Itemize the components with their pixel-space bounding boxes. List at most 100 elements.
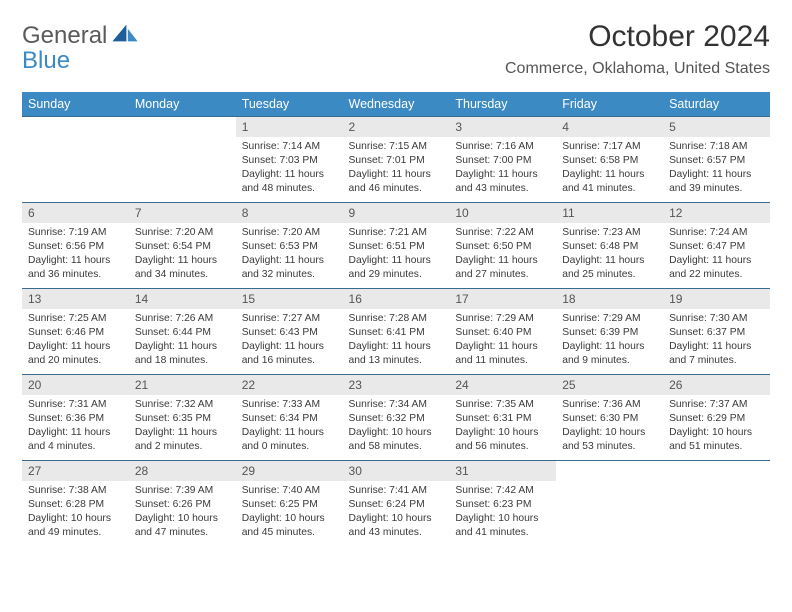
calendar-cell: 29Sunrise: 7:40 AMSunset: 6:25 PMDayligh… (236, 461, 343, 547)
day-number: 27 (22, 461, 129, 481)
day-body: Sunrise: 7:18 AMSunset: 6:57 PMDaylight:… (663, 137, 770, 202)
daylight-text-line1: Daylight: 11 hours (669, 254, 764, 268)
calendar-cell: 5Sunrise: 7:18 AMSunset: 6:57 PMDaylight… (663, 117, 770, 203)
calendar-week-row: 20Sunrise: 7:31 AMSunset: 6:36 PMDayligh… (22, 375, 770, 461)
calendar-cell: 8Sunrise: 7:20 AMSunset: 6:53 PMDaylight… (236, 203, 343, 289)
day-number: 11 (556, 203, 663, 223)
day-body: Sunrise: 7:38 AMSunset: 6:28 PMDaylight:… (22, 481, 129, 546)
sunset-text: Sunset: 6:29 PM (669, 412, 764, 426)
day-number: 28 (129, 461, 236, 481)
daylight-text-line1: Daylight: 10 hours (242, 512, 337, 526)
day-number: 24 (449, 375, 556, 395)
sunrise-text: Sunrise: 7:17 AM (562, 140, 657, 154)
daylight-text-line1: Daylight: 11 hours (349, 168, 444, 182)
calendar-body: 1Sunrise: 7:14 AMSunset: 7:03 PMDaylight… (22, 117, 770, 547)
day-number: 9 (343, 203, 450, 223)
daylight-text-line1: Daylight: 11 hours (242, 340, 337, 354)
day-number: 29 (236, 461, 343, 481)
daylight-text-line1: Daylight: 10 hours (28, 512, 123, 526)
daylight-text-line1: Daylight: 10 hours (455, 512, 550, 526)
sunset-text: Sunset: 6:25 PM (242, 498, 337, 512)
sunrise-text: Sunrise: 7:20 AM (135, 226, 230, 240)
day-body: Sunrise: 7:31 AMSunset: 6:36 PMDaylight:… (22, 395, 129, 460)
daylight-text-line2: and 32 minutes. (242, 268, 337, 282)
sunset-text: Sunset: 6:56 PM (28, 240, 123, 254)
day-body: Sunrise: 7:19 AMSunset: 6:56 PMDaylight:… (22, 223, 129, 288)
sunrise-text: Sunrise: 7:26 AM (135, 312, 230, 326)
day-body: Sunrise: 7:42 AMSunset: 6:23 PMDaylight:… (449, 481, 556, 546)
sunrise-text: Sunrise: 7:33 AM (242, 398, 337, 412)
sunset-text: Sunset: 6:44 PM (135, 326, 230, 340)
day-body: Sunrise: 7:16 AMSunset: 7:00 PMDaylight:… (449, 137, 556, 202)
daylight-text-line1: Daylight: 10 hours (562, 426, 657, 440)
sunset-text: Sunset: 6:32 PM (349, 412, 444, 426)
day-number: 22 (236, 375, 343, 395)
daylight-text-line1: Daylight: 10 hours (135, 512, 230, 526)
sunset-text: Sunset: 7:01 PM (349, 154, 444, 168)
sunset-text: Sunset: 6:50 PM (455, 240, 550, 254)
daylight-text-line2: and 29 minutes. (349, 268, 444, 282)
daylight-text-line2: and 51 minutes. (669, 440, 764, 454)
sunset-text: Sunset: 6:31 PM (455, 412, 550, 426)
day-number: 14 (129, 289, 236, 309)
calendar-cell (129, 117, 236, 203)
daylight-text-line2: and 56 minutes. (455, 440, 550, 454)
calendar-cell: 12Sunrise: 7:24 AMSunset: 6:47 PMDayligh… (663, 203, 770, 289)
calendar-week-row: 1Sunrise: 7:14 AMSunset: 7:03 PMDaylight… (22, 117, 770, 203)
sunrise-text: Sunrise: 7:38 AM (28, 484, 123, 498)
daylight-text-line2: and 27 minutes. (455, 268, 550, 282)
sunset-text: Sunset: 6:53 PM (242, 240, 337, 254)
calendar-cell: 22Sunrise: 7:33 AMSunset: 6:34 PMDayligh… (236, 375, 343, 461)
sunrise-text: Sunrise: 7:30 AM (669, 312, 764, 326)
daylight-text-line1: Daylight: 11 hours (135, 254, 230, 268)
calendar-header-row: SundayMondayTuesdayWednesdayThursdayFrid… (22, 92, 770, 117)
daylight-text-line2: and 58 minutes. (349, 440, 444, 454)
calendar-cell: 4Sunrise: 7:17 AMSunset: 6:58 PMDaylight… (556, 117, 663, 203)
daylight-text-line1: Daylight: 11 hours (562, 168, 657, 182)
day-body: Sunrise: 7:37 AMSunset: 6:29 PMDaylight:… (663, 395, 770, 460)
weekday-header: Thursday (449, 92, 556, 117)
daylight-text-line1: Daylight: 11 hours (562, 254, 657, 268)
daylight-text-line1: Daylight: 11 hours (242, 426, 337, 440)
calendar-cell: 25Sunrise: 7:36 AMSunset: 6:30 PMDayligh… (556, 375, 663, 461)
sunrise-text: Sunrise: 7:34 AM (349, 398, 444, 412)
daylight-text-line2: and 9 minutes. (562, 354, 657, 368)
daylight-text-line1: Daylight: 10 hours (669, 426, 764, 440)
sunset-text: Sunset: 6:36 PM (28, 412, 123, 426)
daylight-text-line2: and 20 minutes. (28, 354, 123, 368)
day-body: Sunrise: 7:14 AMSunset: 7:03 PMDaylight:… (236, 137, 343, 202)
sunset-text: Sunset: 6:40 PM (455, 326, 550, 340)
weekday-header: Friday (556, 92, 663, 117)
daylight-text-line1: Daylight: 11 hours (455, 168, 550, 182)
daylight-text-line2: and 22 minutes. (669, 268, 764, 282)
day-number: 15 (236, 289, 343, 309)
sunset-text: Sunset: 6:54 PM (135, 240, 230, 254)
day-number: 12 (663, 203, 770, 223)
day-body: Sunrise: 7:39 AMSunset: 6:26 PMDaylight:… (129, 481, 236, 546)
calendar-cell: 14Sunrise: 7:26 AMSunset: 6:44 PMDayligh… (129, 289, 236, 375)
daylight-text-line2: and 41 minutes. (562, 182, 657, 196)
day-number: 4 (556, 117, 663, 137)
daylight-text-line1: Daylight: 11 hours (455, 254, 550, 268)
sunset-text: Sunset: 6:28 PM (28, 498, 123, 512)
calendar-week-row: 6Sunrise: 7:19 AMSunset: 6:56 PMDaylight… (22, 203, 770, 289)
calendar-cell: 21Sunrise: 7:32 AMSunset: 6:35 PMDayligh… (129, 375, 236, 461)
sunset-text: Sunset: 6:37 PM (669, 326, 764, 340)
sunrise-text: Sunrise: 7:27 AM (242, 312, 337, 326)
calendar-week-row: 13Sunrise: 7:25 AMSunset: 6:46 PMDayligh… (22, 289, 770, 375)
day-body: Sunrise: 7:34 AMSunset: 6:32 PMDaylight:… (343, 395, 450, 460)
daylight-text-line2: and 13 minutes. (349, 354, 444, 368)
calendar-cell: 23Sunrise: 7:34 AMSunset: 6:32 PMDayligh… (343, 375, 450, 461)
calendar-cell: 16Sunrise: 7:28 AMSunset: 6:41 PMDayligh… (343, 289, 450, 375)
daylight-text-line2: and 46 minutes. (349, 182, 444, 196)
daylight-text-line1: Daylight: 11 hours (28, 340, 123, 354)
sunrise-text: Sunrise: 7:16 AM (455, 140, 550, 154)
daylight-text-line1: Daylight: 11 hours (135, 426, 230, 440)
day-number: 17 (449, 289, 556, 309)
sunrise-text: Sunrise: 7:15 AM (349, 140, 444, 154)
daylight-text-line2: and 11 minutes. (455, 354, 550, 368)
day-number: 21 (129, 375, 236, 395)
day-body: Sunrise: 7:21 AMSunset: 6:51 PMDaylight:… (343, 223, 450, 288)
sunset-text: Sunset: 7:03 PM (242, 154, 337, 168)
sunset-text: Sunset: 6:48 PM (562, 240, 657, 254)
